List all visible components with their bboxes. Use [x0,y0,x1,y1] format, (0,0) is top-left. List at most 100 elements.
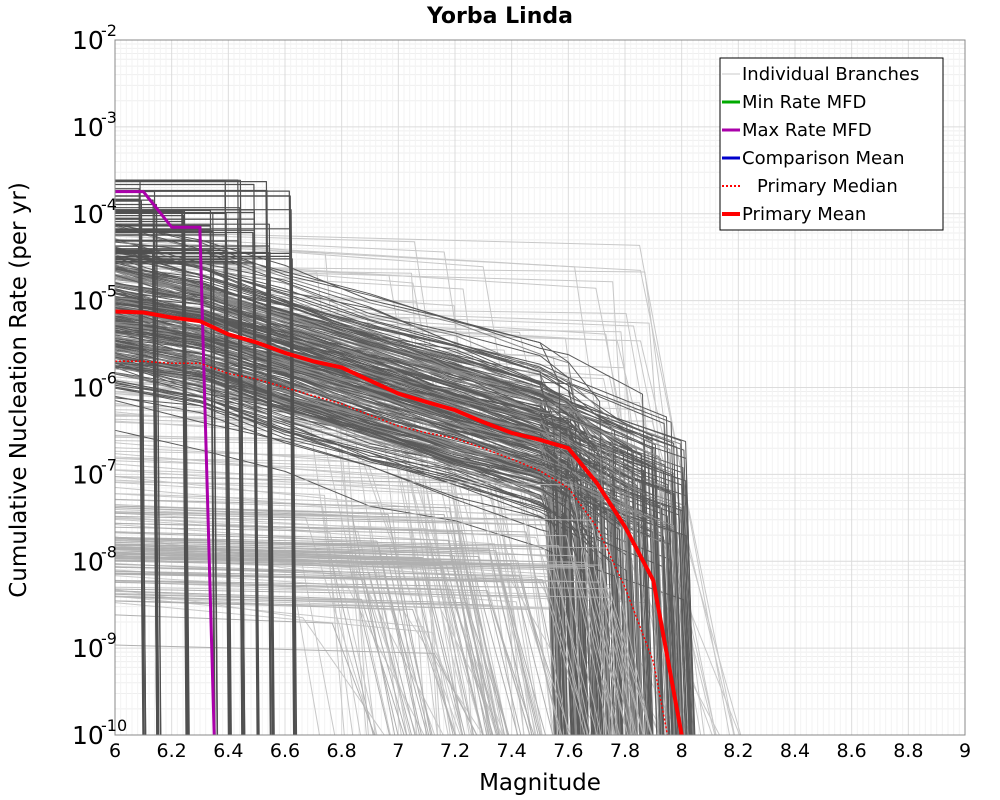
branch-line [114,298,661,736]
branch-line [114,546,616,736]
branch-line [114,456,457,736]
x-tick-label: 6.2 [157,740,187,762]
y-tick-label-base: 10 [72,200,104,229]
branch-line [114,518,505,736]
branch-line [114,223,569,736]
y-axis-label: Cumulative Nucleation Rate (per yr) [6,182,32,598]
series-lines [114,190,684,736]
branch-line [114,296,695,736]
branch-line [114,544,430,736]
x-tick-label: 7.2 [440,740,470,762]
y-tick-label-base: 10 [72,26,104,55]
branch-line [114,600,572,736]
series-line-max-rate-mfd [115,190,216,736]
y-tick-label-base: 10 [72,721,104,750]
branch-line [114,281,488,736]
branch-line [114,239,642,736]
branch-line [114,283,668,736]
legend-items: Individual Branches Min Rate MFD Max Rate … [722,64,919,225]
branch-line [114,257,691,736]
branch-line [115,210,190,736]
individual-branches [114,179,742,736]
series-line-primary-median [115,360,669,736]
branch-line [115,231,258,736]
legend-label: Min Rate MFD [742,92,866,113]
branch-line [114,581,531,736]
branch-line [114,532,420,736]
branch-line [114,264,610,736]
y-tick-labels: 10-210-310-410-510-610-710-810-910-10 [72,21,127,750]
y-tick-label-exponent: -2 [101,21,117,40]
branch-line [115,203,162,736]
x-tick-label: 9 [959,740,971,762]
x-tick-label: 8.6 [837,740,867,762]
branch-line [114,556,644,736]
branch-line [114,556,484,736]
branch-line [114,268,686,736]
x-tick-label: 7.8 [610,740,640,762]
branch-line [114,270,628,736]
x-tick-label: 6 [109,740,121,762]
x-tick-labels: 6 6.2 6.4 6.6 6.8 7 7.2 7.4 7.6 7.8 8 8.2 8.4 8.6 8.8 9 [109,740,971,762]
y-tick-label-exponent: -5 [101,282,117,301]
x-tick-label: 6.8 [327,740,357,762]
branch-line [114,595,478,736]
branch-line [114,246,681,736]
branch-line [115,212,231,736]
branch-line [114,511,635,736]
branch-line [114,517,411,736]
x-axis-label: Magnitude [479,770,601,796]
branch-line [114,526,610,736]
branch-line [114,232,490,736]
branch-line [114,252,624,736]
branch-line [114,505,488,736]
chart-title: Yorba Linda [426,4,573,29]
legend-box [719,57,944,231]
branch-line [114,579,653,736]
branch-line [115,259,231,736]
branch-line [114,274,619,736]
branch-line [115,190,295,736]
branch-line [114,289,589,736]
branch-line [114,593,510,736]
x-tick-label: 7 [392,740,404,762]
x-tick-label: 7.4 [497,740,527,762]
y-tick-label-exponent: -9 [101,629,117,648]
x-tick-label: 8 [676,740,688,762]
branch-line [115,225,216,736]
branch-line [114,268,603,736]
y-tick-label-exponent: -7 [101,455,117,474]
y-tick-label-exponent: -3 [101,108,117,127]
legend-label: Primary Median [757,176,898,197]
legend-label: Max Rate MFD [742,120,872,141]
y-tick-label-exponent: -8 [101,542,117,561]
branch-line [114,566,563,736]
branch-line [115,217,147,736]
y-tick-label-exponent: -6 [101,369,117,388]
y-tick-label-base: 10 [72,460,104,489]
x-tick-label: 8.4 [780,740,810,762]
x-tick-label: 8.8 [893,740,923,762]
y-tick-label-exponent: -10 [101,716,127,735]
branch-line [114,573,589,736]
branch-line [114,560,510,736]
branch-line [114,285,612,736]
y-tick-label-base: 10 [72,634,104,663]
branch-line [114,476,615,736]
branch-line [114,536,602,736]
branch-line [114,547,522,736]
branch-line [115,179,246,736]
x-tick-label: 7.6 [553,740,583,762]
branch-line [114,522,569,736]
legend-label: Primary Mean [742,204,866,225]
branch-line [114,515,591,736]
branch-line [114,539,652,736]
x-tick-label: 6.4 [213,740,243,762]
y-tick-label-base: 10 [72,547,104,576]
branch-line [115,198,144,736]
branch-line [114,644,478,736]
plot-frame [114,39,966,736]
branch-line [115,249,232,736]
series-line-primary-mean [114,309,684,736]
